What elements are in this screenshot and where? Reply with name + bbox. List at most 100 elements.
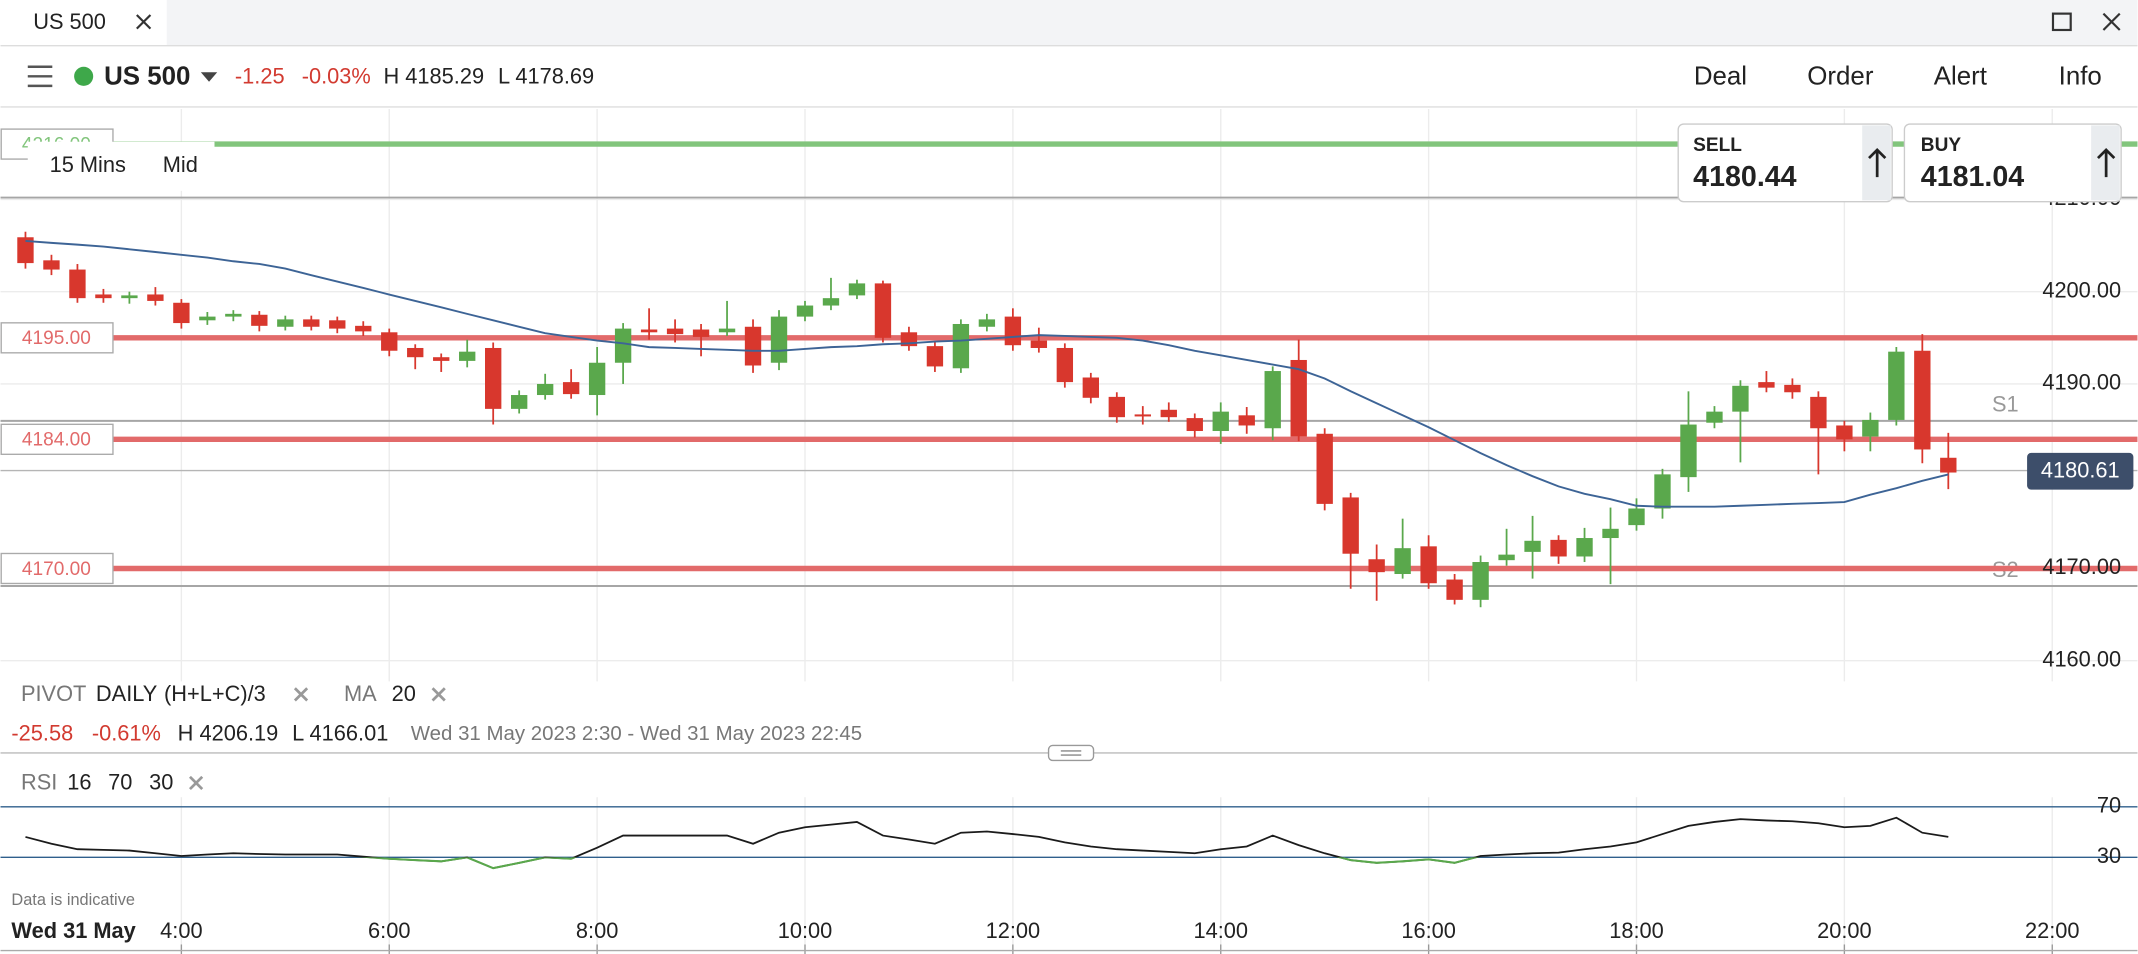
candle-body bbox=[147, 294, 164, 301]
window-close[interactable] bbox=[2102, 12, 2121, 31]
candle-body bbox=[1446, 579, 1463, 600]
candle-body bbox=[952, 323, 970, 369]
alert[interactable]: Alert bbox=[1934, 63, 1987, 91]
candle-body bbox=[692, 329, 710, 337]
y-tick-label: 4170.00 bbox=[2042, 554, 2121, 579]
candle-body bbox=[1004, 316, 1022, 346]
disclaimer: Data is indicative bbox=[11, 891, 135, 909]
tab[interactable] bbox=[0, 0, 167, 45]
moving-average bbox=[25, 240, 1949, 508]
candle-body bbox=[407, 347, 424, 358]
pivot-formula: (H+L+C)/3 bbox=[164, 681, 266, 706]
candle-body bbox=[251, 314, 268, 326]
tab-close[interactable] bbox=[136, 14, 152, 30]
candle-body bbox=[17, 237, 34, 264]
candle-body bbox=[1680, 424, 1697, 478]
level-label: 4170.00 bbox=[22, 559, 91, 580]
dropdown[interactable] bbox=[200, 72, 218, 82]
candle-body bbox=[69, 269, 86, 299]
candle-body bbox=[1342, 497, 1359, 554]
x-tick-label: 16:00 bbox=[1401, 918, 1456, 943]
candle-body bbox=[588, 362, 606, 396]
rsi-oversold: 30 bbox=[149, 769, 173, 794]
sell-button[interactable] bbox=[1677, 123, 1893, 203]
candle-body bbox=[1940, 457, 1957, 473]
candle-body bbox=[459, 351, 476, 361]
candle-body bbox=[1914, 350, 1931, 450]
candle-body bbox=[1290, 359, 1307, 437]
candle-body bbox=[1030, 340, 1048, 348]
candle-body bbox=[1888, 351, 1905, 420]
candle-body bbox=[510, 395, 528, 409]
candle-body bbox=[1134, 414, 1151, 417]
x-tick-label: 8:00 bbox=[576, 918, 618, 943]
candle-body bbox=[1628, 508, 1645, 526]
level-label-box bbox=[0, 423, 114, 455]
x-tick-label: 18:00 bbox=[1609, 918, 1664, 943]
candle-body bbox=[355, 325, 372, 332]
candle-body bbox=[433, 357, 450, 361]
candle-body bbox=[536, 383, 554, 396]
axis-layer: 4:00 6:00 8:00 10:00 12:00 14:00 16:00 18:00 20:… bbox=[0, 918, 2138, 954]
deal[interactable]: Deal bbox=[1694, 63, 1747, 91]
candle-body bbox=[926, 346, 944, 367]
candle-body bbox=[277, 319, 294, 327]
instrument[interactable]: US 500 bbox=[104, 63, 190, 91]
candle-body bbox=[43, 260, 60, 270]
candle-body bbox=[173, 302, 190, 324]
candle-body bbox=[978, 319, 996, 327]
candle-body bbox=[1186, 418, 1203, 432]
interval[interactable]: 15 Mins bbox=[50, 152, 126, 177]
menu[interactable] bbox=[27, 65, 53, 88]
summary-range: Wed 31 May 2023 2:30 - Wed 31 May 2023 2… bbox=[411, 722, 862, 745]
maximize[interactable] bbox=[2051, 12, 2072, 32]
candle-body bbox=[1550, 539, 1567, 557]
candle-body bbox=[303, 319, 320, 327]
summary-change: -25.58 bbox=[11, 720, 73, 745]
candle-body bbox=[796, 305, 814, 317]
rsi-name: RSI bbox=[21, 769, 57, 794]
candle-body bbox=[562, 382, 580, 395]
x-tick-label: 22:00 bbox=[2025, 918, 2080, 943]
y-tick-label: 4200.00 bbox=[2042, 277, 2121, 302]
candle-body bbox=[1732, 385, 1749, 412]
level-label: 4195.00 bbox=[22, 328, 91, 349]
y-tick-label: 4190.00 bbox=[2042, 370, 2121, 395]
candle-body bbox=[1602, 528, 1619, 539]
ma-period: 20 bbox=[392, 681, 416, 706]
high: H 4185.29 bbox=[383, 63, 484, 88]
candle-body bbox=[666, 328, 684, 335]
tab-title: US 500 bbox=[33, 9, 106, 34]
buy-label: BUY bbox=[1921, 135, 1962, 156]
resize-handle[interactable] bbox=[1047, 744, 1095, 762]
x-tick-label: 6:00 bbox=[368, 918, 410, 943]
info[interactable]: Info bbox=[2059, 63, 2102, 91]
buy-button[interactable] bbox=[1903, 123, 2122, 203]
remove-rsi[interactable] bbox=[188, 775, 204, 791]
rsi-period: 16 bbox=[67, 769, 91, 794]
candle-body bbox=[1420, 546, 1437, 584]
candle-body bbox=[640, 329, 658, 333]
candle-body bbox=[1524, 540, 1541, 552]
candle-body bbox=[381, 332, 398, 351]
candle-body bbox=[1316, 433, 1333, 504]
remove-ma[interactable] bbox=[431, 687, 446, 702]
candle-body bbox=[1264, 371, 1281, 429]
status-dot bbox=[74, 66, 94, 86]
y-tick-label: 70 bbox=[2097, 793, 2121, 818]
order[interactable]: Order bbox=[1807, 63, 1874, 91]
x-tick-label: 12:00 bbox=[986, 918, 1041, 943]
candle-body bbox=[1212, 411, 1229, 432]
remove-pivot[interactable] bbox=[293, 687, 309, 702]
date-label: Wed 31 May bbox=[11, 918, 135, 943]
candle-body bbox=[1238, 415, 1255, 426]
candle-body bbox=[1576, 538, 1593, 557]
sell-price: 4180.44 bbox=[1693, 161, 1797, 193]
pivot-period: DAILY bbox=[96, 681, 158, 706]
candle-body bbox=[1160, 409, 1177, 418]
pivot-label: S1 bbox=[1992, 392, 2019, 417]
candle-body bbox=[121, 295, 138, 299]
candle-body bbox=[1082, 377, 1100, 398]
price-type[interactable]: Mid bbox=[163, 152, 198, 177]
